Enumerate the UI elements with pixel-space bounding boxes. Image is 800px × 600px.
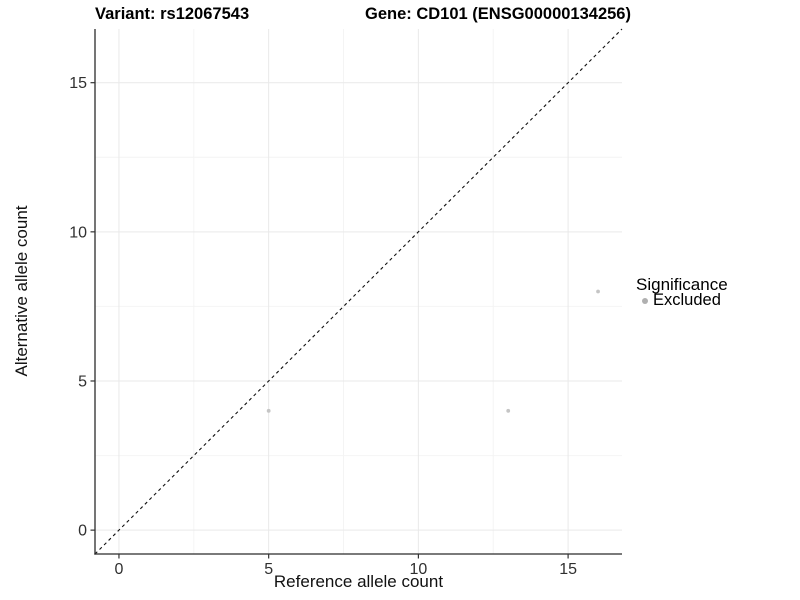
y-tick-label: 0	[78, 523, 87, 540]
y-tick-label: 15	[69, 75, 87, 92]
variant-title: Variant: rs12067543	[95, 5, 250, 23]
gene-title: Gene: CD101 (ENSG00000134256)	[365, 5, 631, 23]
y-tick-label: 10	[69, 224, 87, 241]
y-tick-label: 5	[78, 373, 87, 390]
identity-line	[94, 28, 623, 555]
scatter-point	[266, 408, 271, 413]
x-axis-label: Reference allele count	[273, 572, 444, 591]
legend-point-icon	[642, 297, 648, 304]
scatter-point	[506, 408, 511, 413]
x-tick-label: 10	[409, 561, 427, 578]
scatter-point	[596, 289, 600, 294]
legend-item-excluded: Excluded	[636, 291, 728, 309]
x-tick-label: 0	[115, 561, 124, 578]
legend: Significance Excluded	[636, 276, 728, 308]
x-tick-label: 5	[264, 561, 273, 578]
y-axis-label: Alternative allele count	[12, 205, 31, 377]
x-tick-label: 15	[559, 561, 577, 578]
legend-item-label: Excluded	[653, 291, 721, 309]
legend-title: Significance	[636, 275, 728, 294]
